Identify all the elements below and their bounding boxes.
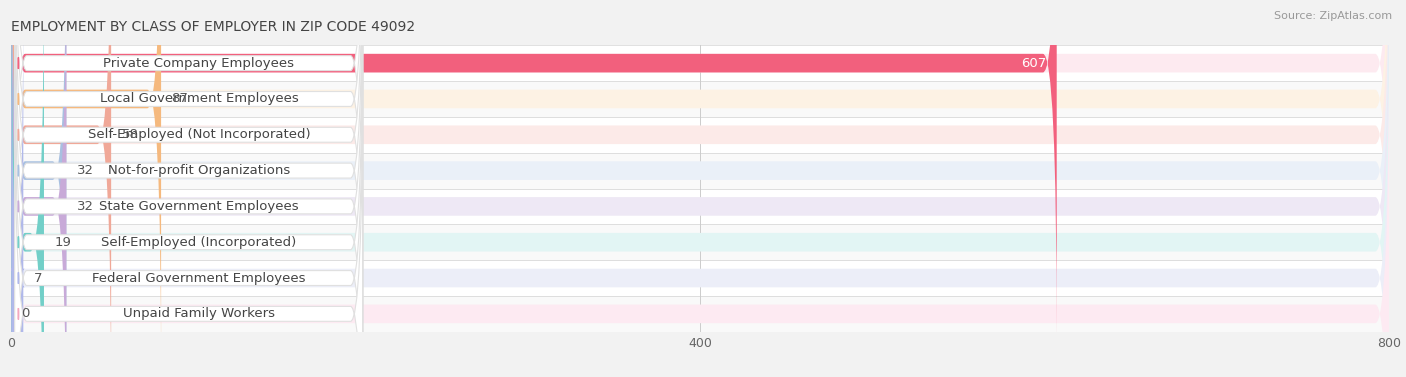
Bar [11, 153, 1389, 188]
Text: 19: 19 [55, 236, 72, 249]
FancyBboxPatch shape [14, 0, 363, 377]
FancyBboxPatch shape [14, 0, 363, 307]
FancyBboxPatch shape [11, 0, 1389, 340]
FancyBboxPatch shape [11, 0, 111, 377]
FancyBboxPatch shape [11, 0, 1389, 377]
FancyBboxPatch shape [10, 1, 25, 377]
FancyBboxPatch shape [11, 0, 66, 377]
FancyBboxPatch shape [11, 1, 1389, 377]
Text: 607: 607 [1021, 57, 1046, 70]
Bar [11, 188, 1389, 224]
Text: Self-Employed (Incorporated): Self-Employed (Incorporated) [101, 236, 297, 249]
Text: 58: 58 [121, 128, 138, 141]
Text: Unpaid Family Workers: Unpaid Family Workers [122, 307, 276, 320]
FancyBboxPatch shape [11, 0, 1057, 340]
FancyBboxPatch shape [11, 0, 162, 376]
Bar [11, 81, 1389, 117]
Bar [11, 296, 1389, 332]
FancyBboxPatch shape [11, 37, 1389, 377]
Text: Source: ZipAtlas.com: Source: ZipAtlas.com [1274, 11, 1392, 21]
Text: Federal Government Employees: Federal Government Employees [93, 271, 305, 285]
FancyBboxPatch shape [11, 0, 1389, 377]
FancyBboxPatch shape [14, 0, 363, 342]
Text: 0: 0 [21, 307, 30, 320]
Text: 87: 87 [172, 92, 188, 106]
Text: Private Company Employees: Private Company Employees [104, 57, 294, 70]
Bar [11, 224, 1389, 260]
Bar [11, 260, 1389, 296]
Text: 32: 32 [77, 164, 94, 177]
FancyBboxPatch shape [14, 0, 363, 377]
FancyBboxPatch shape [11, 0, 1389, 377]
Text: 32: 32 [77, 200, 94, 213]
FancyBboxPatch shape [14, 0, 363, 377]
FancyBboxPatch shape [11, 0, 1389, 376]
FancyBboxPatch shape [14, 35, 363, 377]
FancyBboxPatch shape [11, 0, 66, 377]
FancyBboxPatch shape [14, 70, 363, 377]
Bar [11, 45, 1389, 81]
Text: Not-for-profit Organizations: Not-for-profit Organizations [108, 164, 290, 177]
Text: Local Government Employees: Local Government Employees [100, 92, 298, 106]
Bar [11, 117, 1389, 153]
FancyBboxPatch shape [11, 0, 1389, 377]
FancyBboxPatch shape [11, 0, 44, 377]
Text: State Government Employees: State Government Employees [100, 200, 299, 213]
Text: EMPLOYMENT BY CLASS OF EMPLOYER IN ZIP CODE 49092: EMPLOYMENT BY CLASS OF EMPLOYER IN ZIP C… [11, 20, 415, 34]
FancyBboxPatch shape [14, 0, 363, 377]
Text: 7: 7 [34, 271, 42, 285]
Text: Self-Employed (Not Incorporated): Self-Employed (Not Incorporated) [87, 128, 311, 141]
